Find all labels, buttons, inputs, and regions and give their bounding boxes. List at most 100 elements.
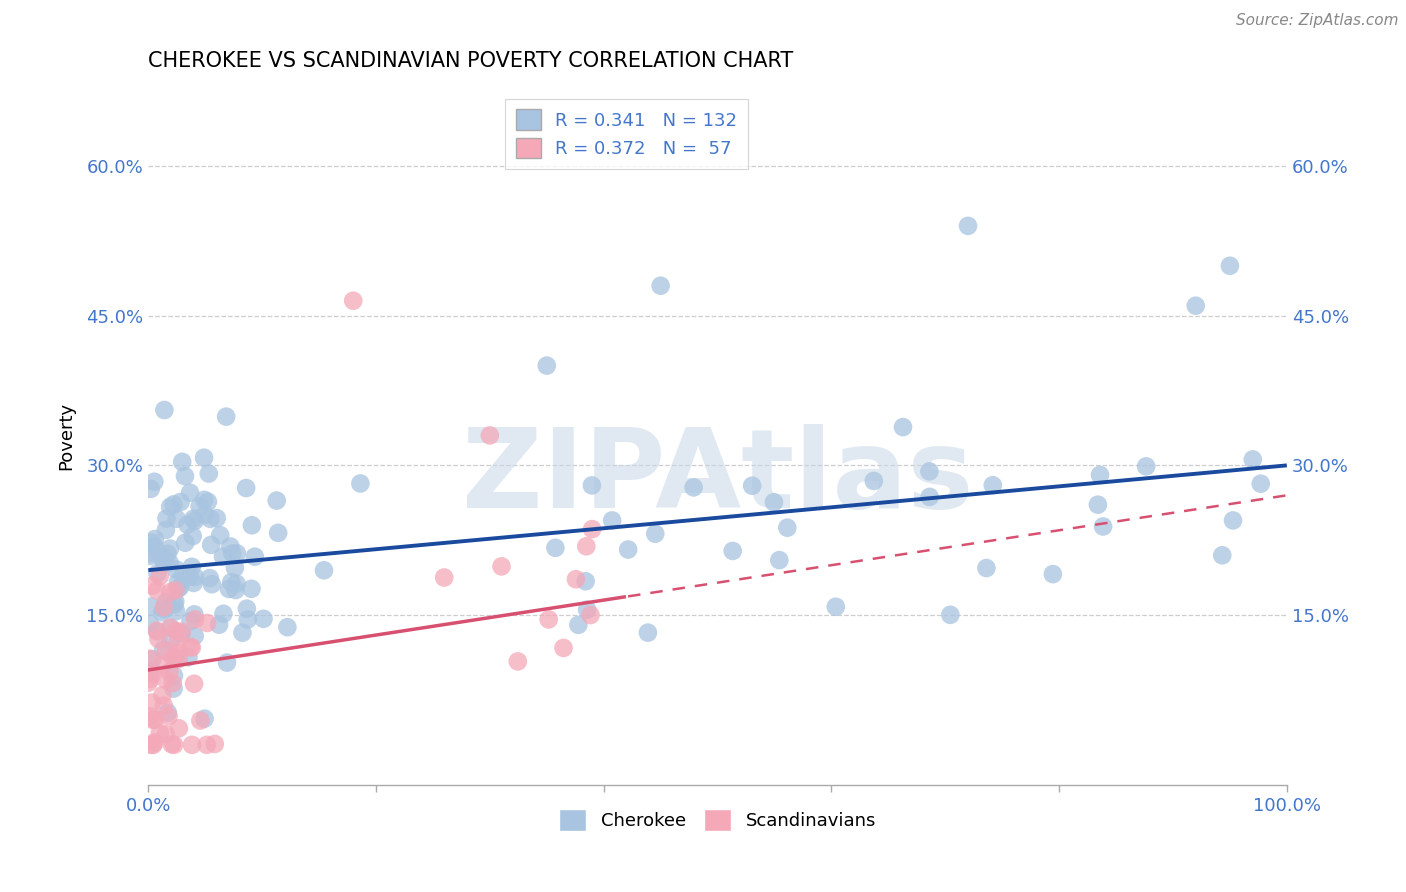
Point — [891, 420, 914, 434]
Point — [200, 538, 222, 552]
Point — [433, 570, 456, 584]
Point — [177, 650, 200, 665]
Point — [174, 535, 197, 549]
Point — [172, 568, 194, 582]
Point — [218, 582, 240, 596]
Point — [139, 672, 162, 686]
Point — [181, 738, 204, 752]
Point — [141, 535, 163, 549]
Point — [153, 599, 176, 614]
Point — [159, 541, 181, 556]
Point — [167, 652, 190, 666]
Point — [152, 553, 174, 567]
Point — [149, 549, 172, 563]
Point — [184, 612, 207, 626]
Point — [159, 500, 181, 514]
Point — [169, 495, 191, 509]
Point — [1241, 452, 1264, 467]
Point — [163, 738, 186, 752]
Point — [240, 518, 263, 533]
Point — [581, 522, 603, 536]
Point — [165, 604, 187, 618]
Point — [219, 575, 242, 590]
Point — [146, 566, 169, 581]
Point — [824, 599, 846, 614]
Point — [143, 540, 166, 554]
Point — [155, 523, 177, 537]
Point — [600, 513, 623, 527]
Point — [156, 547, 179, 561]
Point — [195, 738, 218, 752]
Point — [644, 526, 666, 541]
Point — [553, 640, 575, 655]
Point — [225, 582, 247, 597]
Point — [200, 512, 222, 526]
Point — [146, 624, 169, 639]
Point — [918, 464, 941, 478]
Point — [139, 546, 162, 560]
Point — [235, 481, 257, 495]
Point — [240, 582, 263, 596]
Point — [153, 403, 176, 417]
Point — [197, 494, 219, 508]
Point — [225, 576, 247, 591]
Point — [170, 624, 193, 639]
Point — [152, 698, 174, 713]
Point — [1184, 299, 1206, 313]
Point — [183, 576, 205, 591]
Point — [918, 490, 941, 504]
Point — [544, 541, 567, 555]
Point — [141, 667, 163, 681]
Point — [142, 713, 165, 727]
Point — [166, 512, 188, 526]
Point — [536, 359, 558, 373]
Point — [981, 478, 1004, 492]
Point — [163, 668, 186, 682]
Point — [721, 544, 744, 558]
Point — [1250, 476, 1272, 491]
Point — [159, 556, 181, 570]
Point — [575, 574, 598, 589]
Point — [143, 713, 166, 727]
Point — [142, 579, 165, 593]
Point — [939, 607, 962, 622]
Text: Source: ZipAtlas.com: Source: ZipAtlas.com — [1236, 13, 1399, 29]
Point — [159, 633, 181, 648]
Point — [143, 475, 166, 489]
Point — [236, 601, 259, 615]
Point — [141, 599, 163, 614]
Point — [159, 621, 181, 635]
Point — [215, 656, 238, 670]
Point — [617, 542, 640, 557]
Point — [1219, 259, 1241, 273]
Point — [159, 621, 181, 635]
Point — [153, 557, 176, 571]
Point — [150, 657, 173, 672]
Point — [1088, 467, 1111, 482]
Point — [159, 585, 181, 599]
Point — [491, 559, 513, 574]
Point — [537, 612, 560, 626]
Point — [637, 625, 659, 640]
Point — [153, 602, 176, 616]
Point — [212, 549, 235, 564]
Point — [1211, 549, 1233, 563]
Point — [156, 706, 179, 720]
Point — [252, 612, 274, 626]
Point — [776, 521, 799, 535]
Point — [141, 696, 163, 710]
Point — [205, 511, 228, 525]
Point — [184, 570, 207, 584]
Point — [243, 549, 266, 564]
Point — [741, 479, 763, 493]
Point — [169, 580, 191, 594]
Point — [342, 293, 364, 308]
Point — [180, 640, 202, 654]
Point — [188, 714, 211, 728]
Point — [150, 605, 173, 619]
Point — [194, 508, 217, 522]
Point — [180, 614, 202, 628]
Point — [194, 712, 217, 726]
Point — [1042, 567, 1064, 582]
Point — [172, 455, 194, 469]
